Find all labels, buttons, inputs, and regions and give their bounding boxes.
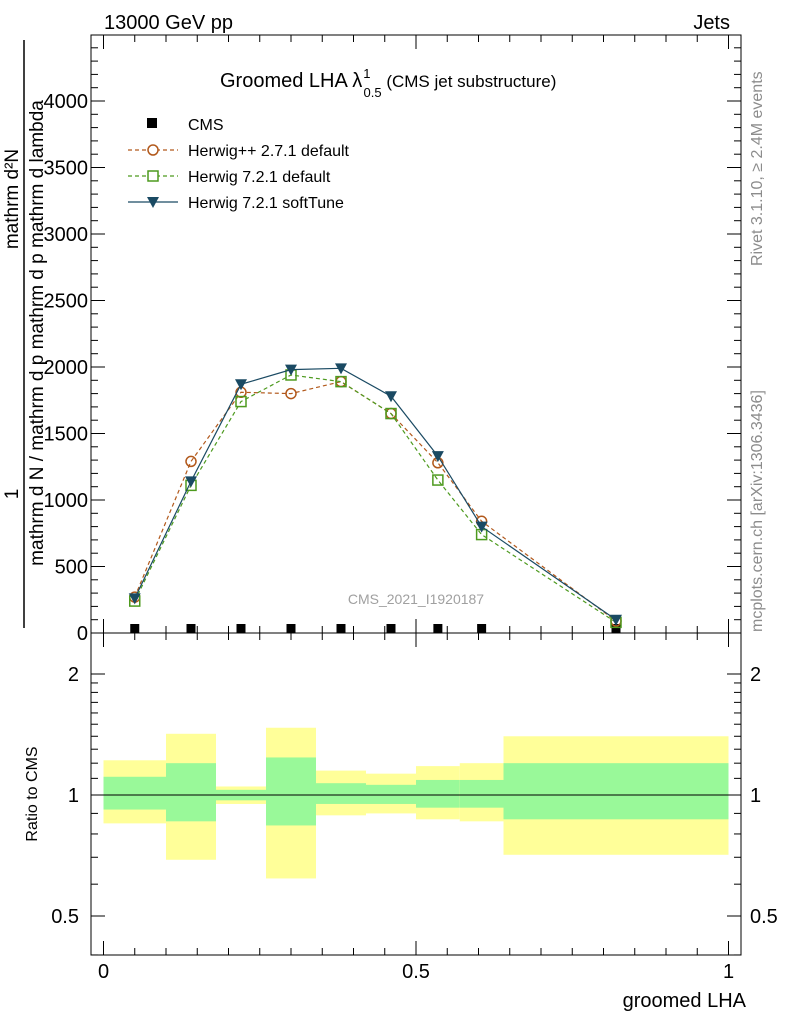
data-point-herwig-7-2-1-softtune bbox=[235, 379, 247, 391]
chart-title: Groomed LHA λ1 0.5 (CMS jet substructure) bbox=[220, 66, 556, 100]
rivet-label: Rivet 3.1.10, ≥ 2.4M events bbox=[749, 71, 766, 266]
data-point-cms bbox=[336, 624, 346, 633]
ratio-y-tick-label-left: 0.5 bbox=[51, 906, 79, 928]
y-axis-label-one: 1 bbox=[2, 489, 23, 500]
data-point-cms bbox=[186, 624, 196, 633]
x-axis-label: groomed LHA bbox=[623, 990, 747, 1012]
ratio-band-inner bbox=[266, 757, 316, 826]
mcplots-label: mcplots.cern.ch [arXiv:1306.3436] bbox=[749, 390, 766, 632]
main-y-tick-label: 1000 bbox=[44, 490, 89, 512]
main-y-tick-label: 2500 bbox=[44, 291, 89, 313]
main-y-axis-ticks: 0 500 1000 1500 2000 2500 3000 3500 4000 bbox=[44, 47, 741, 645]
data-point-herwig-7-2-1-softtune bbox=[285, 364, 297, 376]
data-point-cms bbox=[386, 624, 396, 633]
data-point-herwig-7-2-1-softtune bbox=[385, 391, 397, 403]
x-tick-label: 0 bbox=[98, 961, 109, 983]
main-y-tick-label: 500 bbox=[55, 557, 88, 579]
ratio-y-axis-label: Ratio to CMS bbox=[24, 746, 41, 841]
ratio-y-axis-ticks: 0.5 0.5 1 1 2 2 bbox=[51, 664, 778, 956]
data-point-herwig-7-2-1-softtune bbox=[431, 451, 444, 463]
main-panel: 0 500 1000 1500 2000 2500 3000 3500 4000 CMS_202… bbox=[2, 34, 742, 645]
main-y-tick-label: 3500 bbox=[44, 158, 89, 180]
data-point-herwig-7-2-1-default bbox=[432, 474, 444, 486]
data-point-herwig-2-7-1-default bbox=[185, 455, 197, 468]
series-line-herwig-7-2-1-softtune bbox=[134, 367, 617, 621]
legend-marker-herwig7-default bbox=[147, 170, 159, 182]
ratio-y-tick-label-right: 0.5 bbox=[750, 906, 778, 928]
data-point-cms bbox=[477, 624, 487, 633]
data-point-cms bbox=[433, 624, 443, 633]
title-prefix: Groomed LHA bbox=[220, 70, 352, 92]
ratio-band-inner bbox=[316, 783, 366, 804]
legend-marker-cms bbox=[147, 118, 157, 128]
data-point-cms bbox=[236, 624, 246, 633]
data-point-herwig-7-2-1-softtune bbox=[610, 614, 622, 626]
main-y-tick-label: 3000 bbox=[44, 224, 89, 246]
title-suffix: (CMS jet substructure) bbox=[382, 72, 557, 91]
legend-label-herwig7-default: Herwig 7.2.1 default bbox=[188, 169, 331, 186]
legend-marker-herwigpp bbox=[147, 144, 159, 156]
legend-label-herwig7-softtune: Herwig 7.2.1 softTune bbox=[188, 195, 344, 212]
data-point-herwig-2-7-1-default bbox=[285, 387, 297, 400]
x-tick-label: 0.5 bbox=[402, 961, 430, 983]
main-y-tick-label: 0 bbox=[77, 623, 88, 645]
x-tick-label: 1 bbox=[723, 961, 734, 983]
ratio-band-inner bbox=[503, 763, 729, 820]
ratio-band-inner bbox=[166, 763, 216, 822]
ratio-x-axis-ticks: 0 0.5 1 bbox=[98, 633, 734, 983]
y-axis-label-top: mathrm d²N bbox=[2, 149, 23, 249]
data-point-herwig-7-2-1-default bbox=[385, 407, 397, 420]
legend-label-cms: CMS bbox=[188, 117, 224, 134]
ratio-band-inner bbox=[366, 784, 416, 804]
data-point-herwig-7-2-1-default bbox=[335, 375, 347, 388]
data-point-herwig-7-2-1-softtune bbox=[335, 363, 347, 375]
ratio-y-tick-label-right: 2 bbox=[750, 664, 761, 686]
analysis-id-label: CMS_2021_I1920187 bbox=[348, 591, 484, 607]
series-line-herwig-7-2-1-default bbox=[134, 374, 617, 623]
title-symbol: λ bbox=[352, 70, 362, 92]
data-point-herwig-7-2-1-softtune bbox=[128, 593, 141, 605]
title-superscript: 1 bbox=[363, 66, 370, 81]
main-x-axis-ticks bbox=[103, 35, 729, 633]
ratio-bands bbox=[103, 727, 729, 879]
ratio-band-inner bbox=[416, 779, 460, 808]
data-point-herwig-7-2-1-softtune bbox=[185, 476, 197, 488]
main-y-tick-label: 1500 bbox=[44, 424, 89, 446]
ratio-y-tick-label-right: 1 bbox=[750, 785, 761, 807]
main-y-tick-label: 2000 bbox=[44, 357, 89, 379]
ratio-frame bbox=[90, 632, 742, 956]
data-point-herwig-7-2-1-default bbox=[235, 395, 247, 408]
data-point-cms bbox=[611, 624, 621, 633]
main-y-axis-label: mathrm d²N 1 mathrm d N / mathrm d p mat… bbox=[2, 40, 48, 628]
ratio-y-tick-label-left: 1 bbox=[68, 785, 79, 807]
energy-label: 13000 GeV pp bbox=[104, 12, 233, 34]
legend-marker-herwig7-softtune bbox=[147, 197, 159, 208]
legend-label-herwigpp: Herwig++ 2.7.1 default bbox=[188, 143, 350, 160]
main-y-tick-label: 4000 bbox=[44, 91, 89, 113]
ratio-panel: 0.5 0.51 12 2 0 0.5 1 Ratio to CMS groomed LH… bbox=[24, 632, 778, 1012]
ratio-band-inner bbox=[103, 776, 166, 810]
category-label: Jets bbox=[693, 12, 730, 34]
y-axis-label-bottom: mathrm d N / mathrm d p mathrm d p mathr… bbox=[27, 100, 48, 566]
series-line-herwig-2-7-1-default bbox=[134, 380, 617, 622]
ratio-band-inner bbox=[459, 779, 504, 808]
legend: CMS Herwig++ 2.7.1 default Herwig 7.2.1 … bbox=[128, 117, 350, 212]
title-subscript: 0.5 bbox=[364, 85, 382, 100]
ratio-y-tick-label-left: 2 bbox=[68, 664, 79, 686]
main-data-marks bbox=[128, 363, 622, 633]
data-point-herwig-7-2-1-softtune bbox=[475, 521, 488, 533]
